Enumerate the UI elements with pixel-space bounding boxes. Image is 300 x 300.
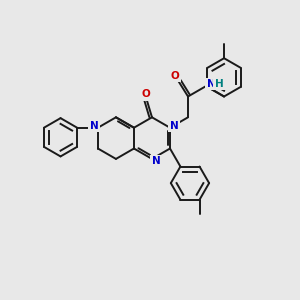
Text: H: H <box>214 79 223 89</box>
Text: N: N <box>169 121 178 131</box>
Text: O: O <box>171 71 179 81</box>
Text: N: N <box>152 156 160 166</box>
Text: N: N <box>207 79 215 89</box>
Text: O: O <box>141 89 150 99</box>
Text: N: N <box>90 121 98 131</box>
